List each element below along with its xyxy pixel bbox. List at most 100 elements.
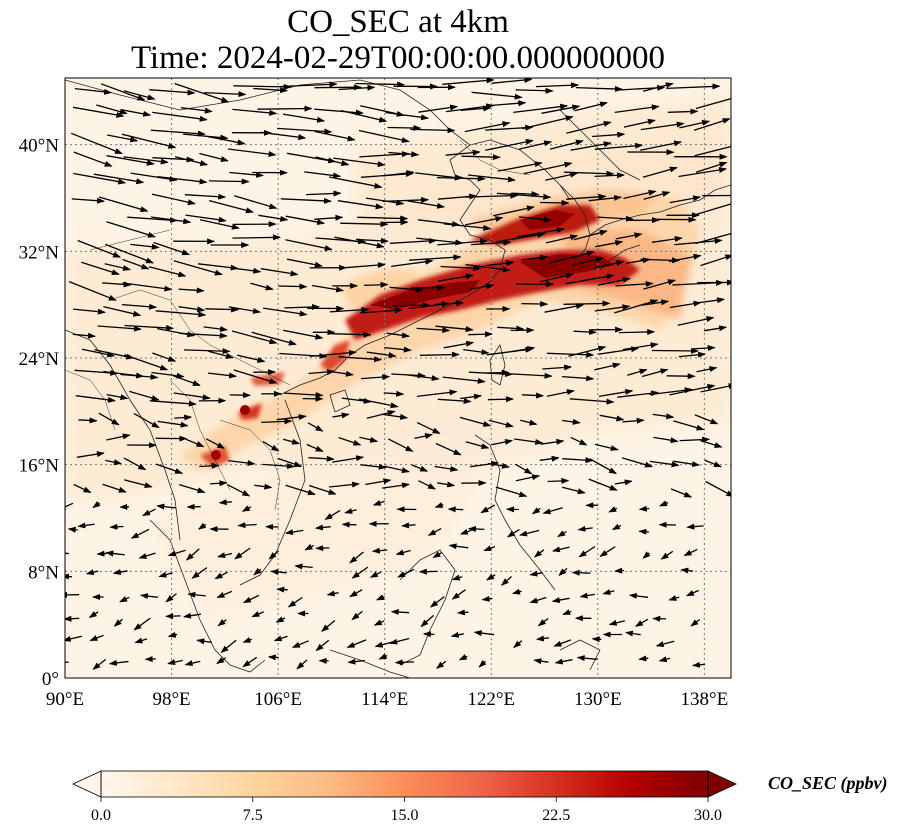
wind-arrow bbox=[152, 352, 177, 362]
wind-arrow bbox=[522, 115, 574, 130]
wind-arrow bbox=[594, 172, 625, 179]
wind-arrow bbox=[486, 260, 515, 267]
wind-arrow bbox=[434, 465, 459, 472]
wind-arrow bbox=[332, 412, 350, 419]
wind-arrow bbox=[541, 104, 581, 114]
wind-arrow bbox=[363, 281, 389, 288]
wind-arrow bbox=[157, 420, 189, 428]
wind-arrow bbox=[78, 417, 98, 424]
wind-arrow bbox=[434, 502, 444, 508]
wind-arrow bbox=[641, 299, 670, 306]
wind-arrow bbox=[167, 549, 186, 557]
wind-arrow bbox=[122, 282, 173, 292]
wind-arrow bbox=[346, 639, 367, 649]
wind-arrow bbox=[130, 172, 178, 183]
wind-arrow bbox=[232, 234, 281, 241]
wind-arrow bbox=[623, 118, 656, 128]
wind-arrow bbox=[296, 659, 308, 670]
wind-arrow bbox=[558, 567, 568, 576]
lat-tick-label: 0° bbox=[42, 669, 59, 690]
wind-arrow bbox=[442, 376, 486, 384]
wind-arrow bbox=[512, 588, 522, 595]
wind-arrow bbox=[495, 231, 546, 243]
wind-arrow bbox=[338, 262, 386, 269]
wind-arrow bbox=[72, 106, 125, 118]
wind-arrow bbox=[513, 103, 569, 114]
wind-arrow bbox=[157, 175, 208, 185]
wind-arrow bbox=[315, 639, 330, 652]
wind-arrow bbox=[592, 260, 625, 269]
wind-arrow bbox=[308, 455, 335, 462]
wind-arrow bbox=[573, 329, 597, 336]
wind-arrow bbox=[451, 589, 466, 600]
wind-arrow bbox=[597, 215, 634, 222]
wind-arrow bbox=[220, 639, 237, 654]
wind-arrow bbox=[232, 108, 278, 116]
wind-arrow bbox=[562, 418, 581, 425]
wind-arrow bbox=[694, 414, 719, 425]
wind-arrow bbox=[349, 589, 363, 598]
wind-arrow bbox=[258, 214, 289, 222]
wind-arrow bbox=[414, 433, 434, 440]
wind-arrow bbox=[334, 236, 385, 249]
wind-arrow bbox=[65, 552, 69, 555]
wind-arrow bbox=[178, 287, 205, 294]
wind-arrow bbox=[149, 400, 197, 407]
wind-arrow bbox=[638, 528, 649, 535]
wind-arrow bbox=[695, 161, 728, 173]
wind-arrow bbox=[440, 265, 482, 272]
wind-arrow bbox=[130, 528, 150, 539]
colorbar-tick-label: 22.5 bbox=[542, 807, 570, 824]
wind-arrow bbox=[324, 509, 341, 520]
wind-arrow bbox=[106, 221, 156, 238]
wind-arrow bbox=[432, 551, 442, 559]
wind-arrow bbox=[496, 192, 552, 200]
wind-arrow bbox=[670, 488, 693, 498]
wind-arrow bbox=[625, 630, 641, 637]
wind-arrow bbox=[359, 436, 379, 443]
wind-arrow bbox=[700, 254, 731, 267]
wind-arrow bbox=[570, 436, 588, 446]
wind-arrow bbox=[268, 550, 279, 560]
wind-arrow bbox=[199, 152, 229, 162]
wind-arrow bbox=[105, 243, 155, 264]
wind-arrow bbox=[652, 413, 675, 420]
wind-arrow bbox=[510, 372, 553, 379]
wind-arrow bbox=[539, 455, 560, 462]
lon-tick-label: 122°E bbox=[467, 689, 515, 710]
wind-arrow bbox=[285, 529, 304, 536]
wind-arrow bbox=[184, 193, 227, 200]
wind-arrow bbox=[397, 568, 415, 578]
colorbar-ticks: 0.0 7.5 15.0 22.5 30.0 bbox=[91, 797, 722, 824]
wind-arrow bbox=[546, 389, 575, 397]
wind-arrow bbox=[500, 576, 512, 586]
wind-arrow bbox=[598, 276, 631, 286]
wind-arrow bbox=[389, 237, 437, 244]
wind-arrow bbox=[104, 263, 131, 271]
wind-arrow bbox=[351, 610, 363, 621]
wind-arrow bbox=[594, 443, 619, 452]
wind-arrow bbox=[592, 131, 626, 138]
wind-arrow bbox=[468, 331, 493, 338]
wind-arrow bbox=[547, 477, 570, 484]
wind-arrow bbox=[366, 410, 396, 419]
wind-arrow bbox=[437, 238, 489, 246]
wind-arrow bbox=[233, 369, 278, 384]
wind-arrow bbox=[602, 589, 615, 595]
wind-arrow bbox=[643, 82, 674, 92]
wind-arrow bbox=[651, 347, 699, 354]
wind-arrow bbox=[155, 310, 207, 318]
wind-arrow bbox=[497, 161, 543, 172]
wind-arrow bbox=[694, 145, 731, 157]
wind-arrow bbox=[513, 640, 523, 649]
wind-arrow bbox=[378, 653, 388, 660]
wind-arrow bbox=[666, 373, 696, 380]
wind-arrow bbox=[565, 273, 615, 285]
wind-arrow bbox=[173, 260, 223, 276]
wind-arrow bbox=[191, 567, 208, 579]
wind-arrow bbox=[520, 419, 538, 426]
wind-arrow bbox=[468, 174, 516, 183]
wind-arrow bbox=[627, 368, 648, 376]
wind-arrow bbox=[101, 281, 132, 288]
